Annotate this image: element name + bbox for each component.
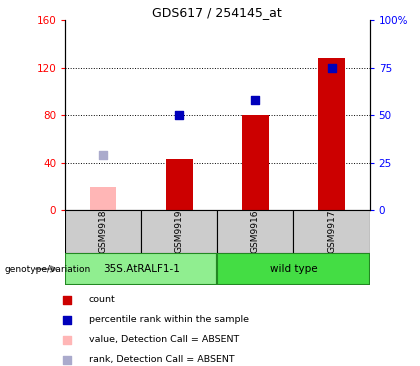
Text: rank, Detection Call = ABSENT: rank, Detection Call = ABSENT bbox=[89, 355, 234, 365]
Text: wild type: wild type bbox=[270, 264, 317, 274]
Bar bbox=[318, 58, 345, 210]
Point bbox=[64, 337, 71, 343]
Bar bbox=[141, 210, 218, 253]
Point bbox=[328, 65, 335, 71]
Text: GSM9919: GSM9919 bbox=[175, 210, 184, 253]
Text: percentile rank within the sample: percentile rank within the sample bbox=[89, 315, 249, 324]
Text: GSM9916: GSM9916 bbox=[251, 210, 260, 253]
Point bbox=[64, 357, 71, 363]
Text: 35S.AtRALF1-1: 35S.AtRALF1-1 bbox=[103, 264, 180, 274]
Text: GSM9917: GSM9917 bbox=[327, 210, 336, 253]
Title: GDS617 / 254145_at: GDS617 / 254145_at bbox=[152, 6, 282, 19]
Text: genotype/variation: genotype/variation bbox=[4, 265, 90, 273]
Text: count: count bbox=[89, 295, 116, 304]
Text: GSM9918: GSM9918 bbox=[99, 210, 108, 253]
Bar bbox=[65, 210, 141, 253]
Bar bbox=[242, 115, 269, 210]
Bar bbox=[65, 253, 218, 285]
Point bbox=[100, 152, 107, 158]
Bar bbox=[90, 187, 116, 210]
Point bbox=[64, 296, 71, 302]
Bar bbox=[218, 253, 370, 285]
Bar bbox=[218, 210, 294, 253]
Text: value, Detection Call = ABSENT: value, Detection Call = ABSENT bbox=[89, 335, 239, 344]
Point bbox=[64, 317, 71, 323]
Bar bbox=[166, 159, 193, 210]
Point bbox=[176, 112, 183, 118]
Bar bbox=[294, 210, 370, 253]
Point bbox=[252, 97, 259, 103]
